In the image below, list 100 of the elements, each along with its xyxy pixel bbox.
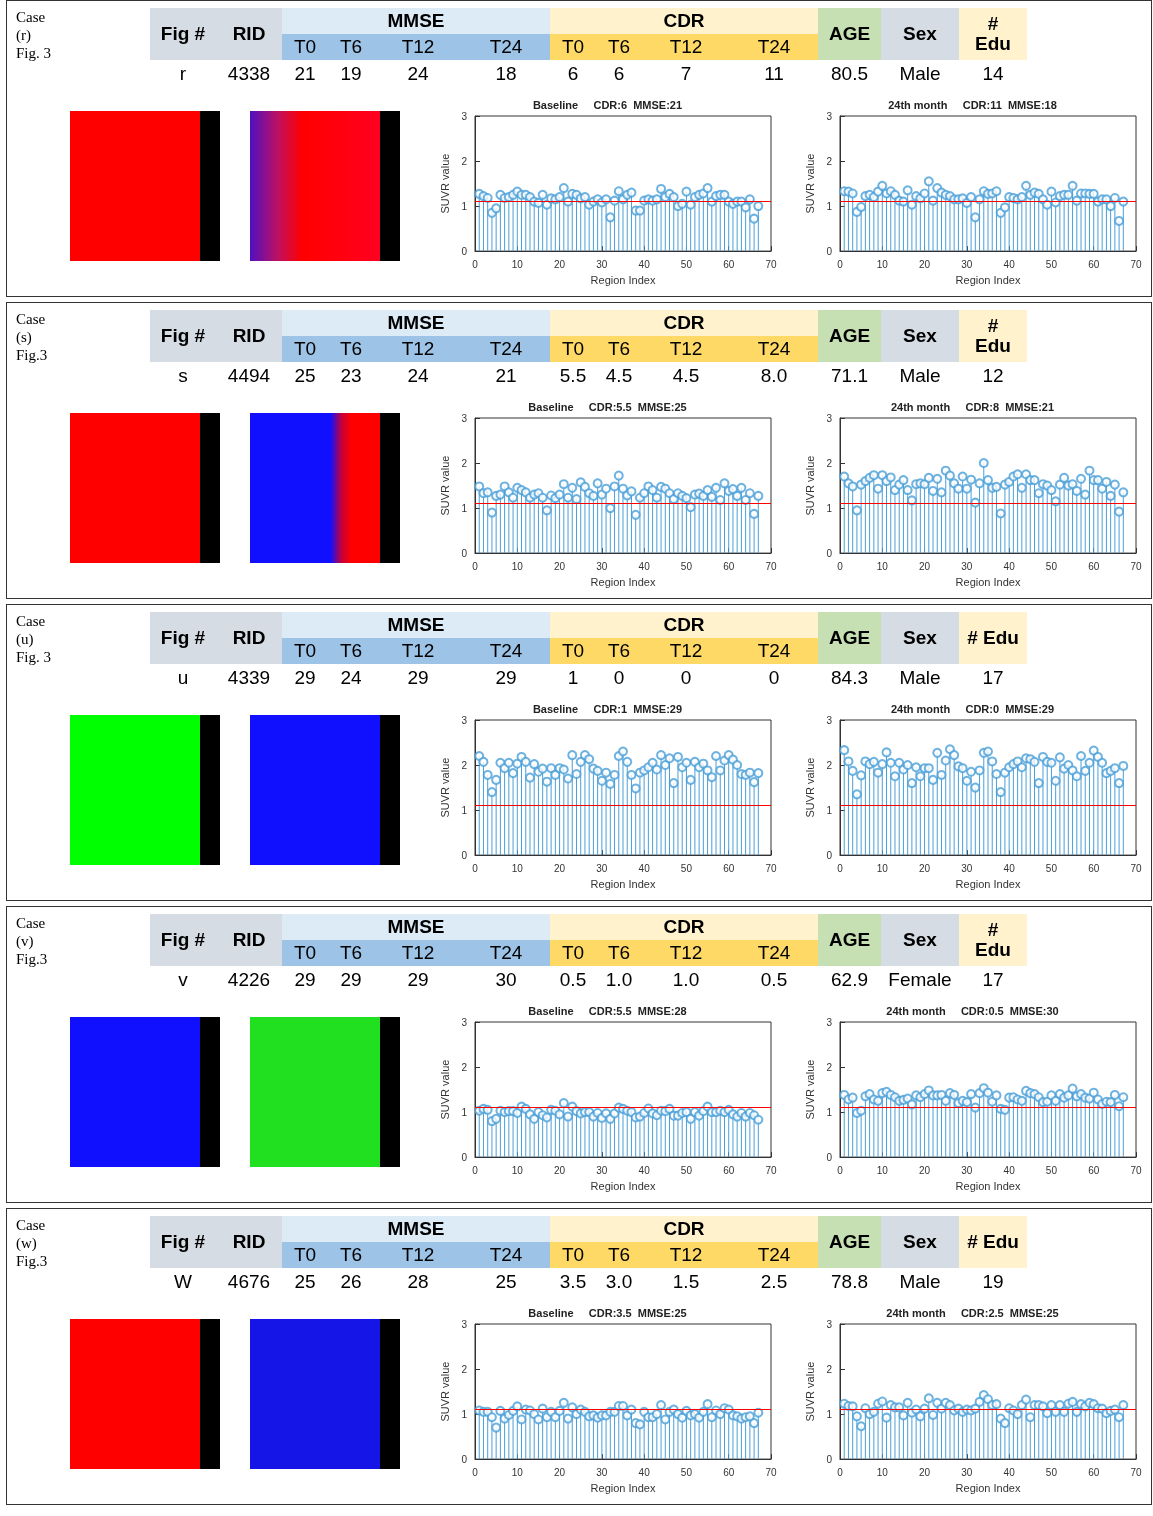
text: 1.0 (671, 968, 701, 992)
text: Fig # (150, 612, 216, 664)
x-tick-label: 70 (765, 1164, 777, 1176)
text: # Edu (959, 310, 1027, 362)
x-tick-label: 20 (554, 1466, 566, 1478)
text: 1.5 (671, 1270, 701, 1294)
text: T24 (462, 34, 550, 60)
text: T0 (550, 34, 596, 60)
text: r (178, 62, 188, 86)
text: T6 (328, 638, 374, 664)
x-tick-label: 30 (596, 862, 608, 874)
x-tick-label: 60 (723, 1164, 735, 1176)
text: T6 (596, 638, 642, 664)
x-axis-title: Region Index (590, 1481, 656, 1494)
x-tick-label: 30 (961, 258, 973, 270)
text: MMSE (282, 914, 550, 940)
x-tick-label: 20 (554, 862, 566, 874)
text: T6 (596, 34, 642, 60)
text: 1.0 (604, 968, 634, 992)
chart-title: Baseline CDR:5.5 MMSE:25 (528, 400, 687, 413)
y-axis-title: SUVR value (804, 153, 817, 214)
text: 0 (679, 666, 693, 690)
y-tick-label: 2 (826, 457, 833, 469)
x-tick-label: 0 (837, 862, 844, 874)
text: T12 (642, 1242, 730, 1268)
text: Sex (881, 310, 959, 362)
text: T6 (328, 34, 374, 60)
text: T24 (730, 34, 818, 60)
text: 29 (293, 968, 317, 992)
x-tick-label: 70 (765, 258, 777, 270)
x-tick-label: 60 (1088, 862, 1100, 874)
y-axis-title: SUVR value (439, 153, 452, 214)
x-tick-label: 20 (554, 258, 566, 270)
y-tick-label: 3 (826, 714, 833, 726)
text: AGE (818, 612, 881, 664)
x-tick-label: 70 (765, 1466, 777, 1478)
y-tick-label: 3 (461, 714, 468, 726)
y-tick-label: 2 (461, 1061, 468, 1073)
y-tick-label: 3 (461, 1016, 468, 1028)
x-tick-label: 70 (1130, 1164, 1142, 1176)
text: AGE (818, 1216, 881, 1268)
chart-title: Baseline CDR:6 MMSE:21 (532, 98, 683, 111)
text: Male (898, 666, 942, 690)
text: T12 (374, 638, 462, 664)
x-tick-label: 30 (961, 1466, 973, 1478)
x-axis-title: Region Index (590, 1179, 656, 1192)
x-tick-label: 20 (919, 1164, 931, 1176)
chart-title: 24th month CDR:0.5 MMSE:30 (886, 1004, 1059, 1017)
x-tick-label: 40 (1003, 1466, 1016, 1478)
x-tick-label: 40 (638, 560, 651, 572)
y-tick-label: 1 (826, 502, 833, 514)
x-tick-label: 20 (919, 862, 931, 874)
x-tick-label: 0 (472, 862, 479, 874)
text: 78.8 (830, 1270, 869, 1294)
text: T0 (282, 34, 328, 60)
x-tick-label: 60 (723, 258, 735, 270)
text: 0.5 (558, 968, 588, 992)
text: RID (216, 1216, 282, 1268)
text: T6 (596, 1242, 642, 1268)
y-tick-label: 2 (461, 457, 468, 469)
text: T12 (642, 336, 730, 362)
x-tick-label: 70 (765, 560, 777, 572)
y-tick-label: 0 (826, 1151, 833, 1163)
text: T6 (596, 940, 642, 966)
y-tick-label: 1 (826, 1106, 833, 1118)
text: AGE (818, 8, 881, 60)
x-tick-label: 20 (554, 1164, 566, 1176)
x-tick-label: 0 (837, 1164, 844, 1176)
x-tick-label: 20 (919, 258, 931, 270)
y-tick-label: 3 (826, 1016, 833, 1028)
text: 6 (566, 62, 580, 86)
text: 21 (494, 364, 518, 388)
text: 21 (293, 62, 317, 86)
text: T12 (642, 940, 730, 966)
x-tick-label: 50 (680, 862, 693, 874)
text: 17 (981, 968, 1005, 992)
x-axis-title: Region Index (955, 273, 1021, 286)
x-tick-label: 10 (511, 1164, 524, 1176)
text: RID (216, 310, 282, 362)
text: Sex (881, 1216, 959, 1268)
y-tick-label: 3 (461, 1318, 468, 1330)
x-tick-label: 40 (638, 862, 651, 874)
y-tick-label: 2 (461, 1363, 468, 1375)
text: CDR (550, 612, 818, 638)
text: T0 (550, 336, 596, 362)
text: 14 (981, 62, 1005, 86)
x-axis-title: Region Index (590, 877, 656, 890)
x-tick-label: 30 (596, 1164, 608, 1176)
x-tick-label: 30 (596, 1466, 608, 1478)
x-tick-label: 20 (919, 560, 931, 572)
chart-title: 24th month CDR:2.5 MMSE:25 (886, 1306, 1059, 1319)
text: Male (898, 364, 942, 388)
y-tick-label: 2 (826, 1061, 833, 1073)
text: 17 (981, 666, 1005, 690)
y-tick-label: 0 (461, 1151, 468, 1163)
x-tick-label: 50 (680, 258, 693, 270)
text: 4494 (226, 364, 272, 388)
x-tick-label: 30 (961, 1164, 973, 1176)
x-tick-label: 60 (1088, 1466, 1100, 1478)
text: # Edu (959, 8, 1027, 60)
